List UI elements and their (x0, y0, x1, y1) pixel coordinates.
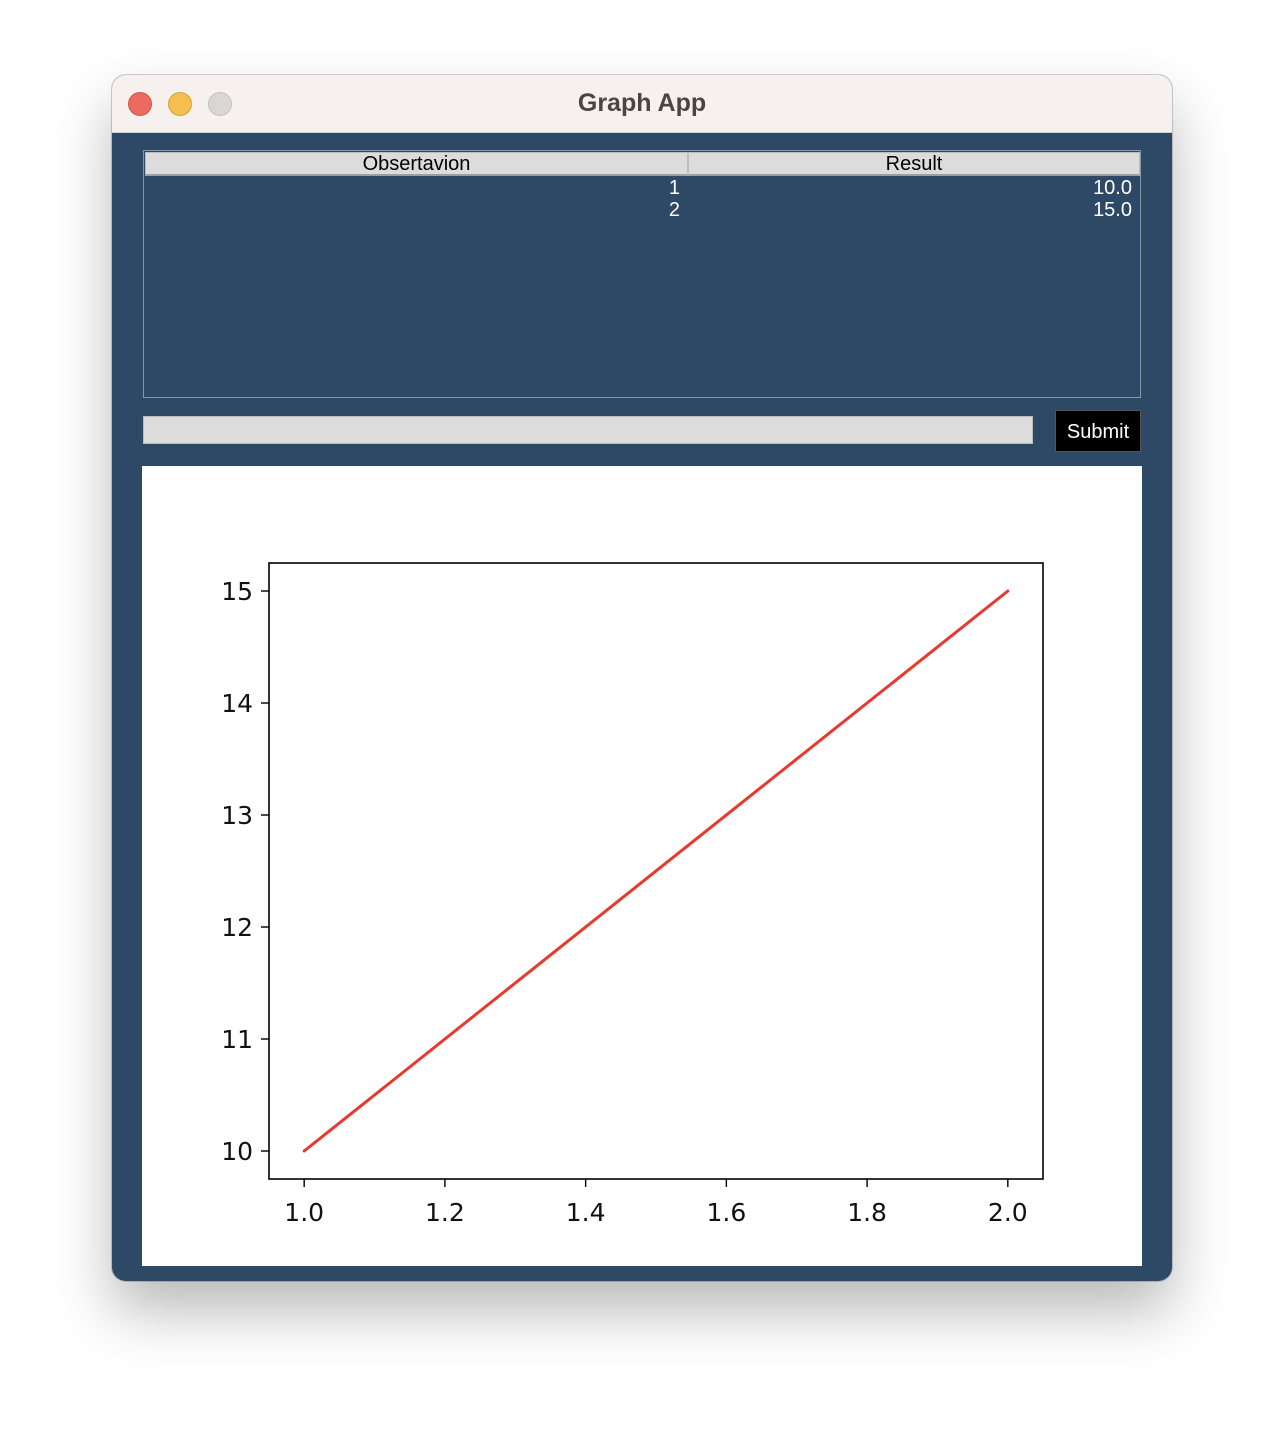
x-axis-ticks: 1.0 1.2 1.4 1.6 1.8 2.0 (284, 1179, 1028, 1227)
y-tick-label: 10 (221, 1137, 253, 1166)
column-header-result[interactable]: Result (688, 152, 1140, 176)
x-tick-label: 1.4 (566, 1198, 606, 1227)
minimize-window-button[interactable] (168, 92, 192, 116)
y-tick-label: 12 (221, 913, 253, 942)
column-header-observation[interactable]: Obsertavion (145, 152, 688, 176)
plot-frame (268, 562, 1044, 1180)
table-body: 1 10.0 2 15.0 (145, 177, 1141, 221)
data-point (302, 1149, 306, 1153)
y-tick-label: 14 (221, 689, 253, 718)
observation-cell: 1 (668, 177, 680, 199)
table-row[interactable]: 2 15.0 (145, 199, 1141, 221)
observation-cell: 2 (668, 199, 680, 221)
x-tick-label: 1.8 (847, 1198, 887, 1227)
close-window-button[interactable] (128, 92, 152, 116)
y-tick-label: 13 (221, 801, 253, 830)
plot-canvas: 10 11 12 13 14 15 1.0 1.2 1.4 1.6 1.8 2.0 (142, 466, 1142, 1266)
table-row[interactable]: 1 10.0 (145, 177, 1141, 199)
title-bar: Graph App (112, 75, 1172, 133)
table-header: Obsertavion Result (145, 152, 1141, 176)
y-axis-ticks: 10 11 12 13 14 15 (221, 577, 269, 1166)
observations-table: Obsertavion Result 1 10.0 2 15.0 (143, 150, 1141, 398)
x-tick-label: 1.2 (425, 1198, 465, 1227)
result-cell: 10.0 (1093, 177, 1132, 199)
x-tick-label: 1.6 (706, 1198, 746, 1227)
submit-button[interactable]: Submit (1055, 410, 1141, 452)
result-cell: 15.0 (1093, 199, 1132, 221)
window-content: Obsertavion Result 1 10.0 2 15.0 Submit (112, 133, 1172, 1281)
x-tick-label: 2.0 (988, 1198, 1028, 1227)
data-point (1006, 589, 1010, 593)
window-title: Graph App (577, 89, 707, 117)
value-input[interactable] (143, 416, 1033, 444)
y-tick-label: 11 (221, 1025, 253, 1054)
series-group (302, 589, 1010, 1153)
series-line (303, 589, 1009, 1153)
app-window: Graph App Obsertavion Result 1 10.0 2 15… (112, 75, 1172, 1281)
y-tick-label: 15 (221, 577, 253, 606)
maximize-window-button[interactable] (208, 92, 232, 116)
line-chart: 10 11 12 13 14 15 1.0 1.2 1.4 1.6 1.8 2.0 (221, 562, 1044, 1227)
x-tick-label: 1.0 (284, 1198, 324, 1227)
